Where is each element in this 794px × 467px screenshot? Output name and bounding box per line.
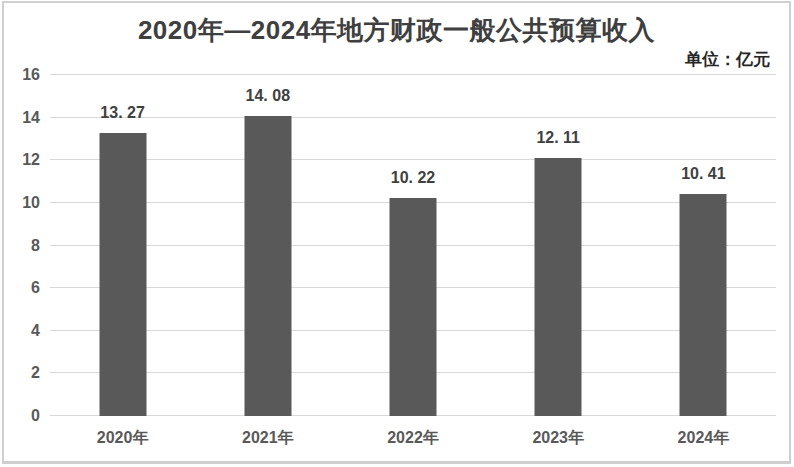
y-tick-label: 10: [22, 195, 40, 211]
x-axis: 2020年2021年2022年2023年2024年: [50, 428, 776, 452]
x-tick-label: 2022年: [340, 428, 485, 452]
bar-2024年: [680, 194, 727, 416]
x-tick-label: 2024年: [631, 428, 776, 452]
unit-label: 单位：亿元: [685, 48, 770, 71]
chart-frame: 2020年—2024年地方财政一般公共预算收入 单位：亿元 0 2 4 6 8 10 12 1…: [2, 1, 791, 464]
bar-slot: 10. 41: [631, 75, 776, 416]
bar-value-label: 10. 41: [681, 166, 725, 182]
x-tick-label: 2021年: [195, 428, 340, 452]
bar-value-label: 13. 27: [100, 105, 144, 121]
bar-slot: 13. 27: [50, 75, 195, 416]
bar-2022年: [390, 198, 437, 416]
y-tick-label: 2: [31, 365, 40, 381]
y-tick-label: 4: [31, 323, 40, 339]
bar-value-label: 12. 11: [536, 130, 580, 146]
y-tick-label: 12: [22, 152, 40, 168]
chart-title: 2020年—2024年地方财政一般公共预算收入: [4, 13, 789, 48]
bar-value-label: 10. 22: [391, 170, 435, 186]
x-tick-label: 2020年: [50, 428, 195, 452]
bar-2020年: [99, 133, 146, 416]
y-tick-label: 16: [22, 67, 40, 83]
y-tick-label: 14: [22, 110, 40, 126]
bar-2021年: [244, 116, 291, 416]
y-tick-label: 8: [31, 238, 40, 254]
y-axis: 0246810121416: [4, 75, 40, 416]
bar-2023年: [535, 158, 582, 416]
bar-series: 13. 27 14. 08 10. 22 12. 11 10. 41: [50, 75, 776, 416]
y-tick-label: 6: [31, 280, 40, 296]
y-tick-label: 0: [31, 408, 40, 424]
bar-value-label: 14. 08: [246, 88, 290, 104]
x-tick-label: 2023年: [486, 428, 631, 452]
bar-slot: 14. 08: [195, 75, 340, 416]
bar-slot: 10. 22: [340, 75, 485, 416]
bar-slot: 12. 11: [486, 75, 631, 416]
plot-area: 13. 27 14. 08 10. 22 12. 11 10. 41: [50, 75, 776, 416]
